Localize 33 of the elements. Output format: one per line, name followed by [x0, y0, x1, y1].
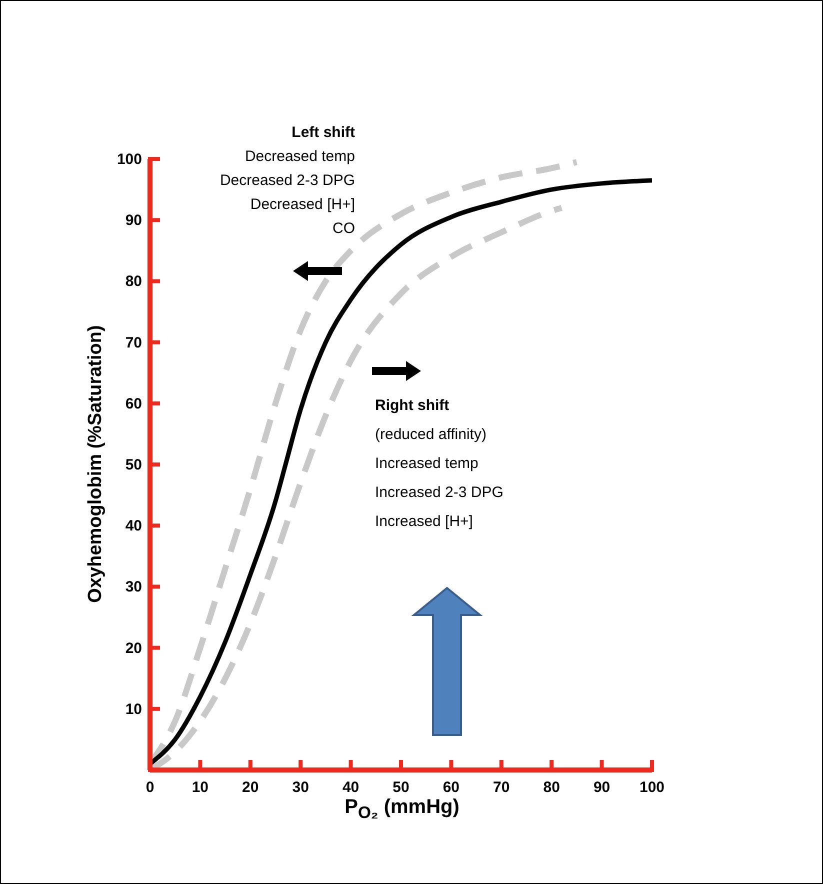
annotation: Right shift — [375, 396, 450, 416]
y-tick-label: 10 — [125, 700, 142, 718]
annotation: CO — [332, 219, 355, 239]
x-tick-label: 0 — [146, 779, 154, 796]
x-tick-label: 10 — [192, 779, 209, 796]
x-tick-label: 80 — [543, 779, 560, 796]
y-tick-label: 20 — [125, 640, 142, 657]
y-tick-label: 70 — [125, 334, 142, 352]
x-tick-label: 60 — [442, 779, 460, 796]
x-tick-label: 30 — [292, 779, 309, 796]
x-tick-label: 70 — [493, 779, 510, 796]
y-tick-label: 60 — [125, 395, 142, 412]
x-tick-label: 50 — [392, 779, 410, 796]
annotation: Decreased temp — [244, 147, 355, 167]
text: Left shift — [290, 123, 355, 143]
annotation: Increased [H+] — [375, 512, 474, 532]
annotation: (reduced affinity) — [375, 425, 488, 445]
y-tick-label: 100 — [116, 151, 142, 168]
x-tick-label: 20 — [242, 779, 259, 796]
x-tick-label: 40 — [342, 779, 360, 796]
annotation: Decreased [H+] — [249, 195, 355, 215]
annotation: Increased temp — [375, 454, 480, 474]
x-tick-label: 90 — [593, 779, 610, 796]
x-axis-title: P$_{O₂}$ (mmHg) — [344, 796, 460, 823]
y-tick-label: 40 — [125, 518, 142, 535]
y-tick-label: 80 — [125, 273, 142, 290]
annotation: Increased 2-3 DPG — [375, 483, 504, 503]
y-tick-label: 90 — [125, 212, 142, 230]
y-axis-title: Oxyhemoglobim (%Saturation) — [85, 325, 107, 603]
y-tick-label: 50 — [125, 456, 142, 474]
y-tick-label: 30 — [125, 578, 142, 596]
x-tick-label: 100 — [639, 779, 665, 796]
annotation: Decreased 2-3 DPG — [220, 171, 355, 191]
